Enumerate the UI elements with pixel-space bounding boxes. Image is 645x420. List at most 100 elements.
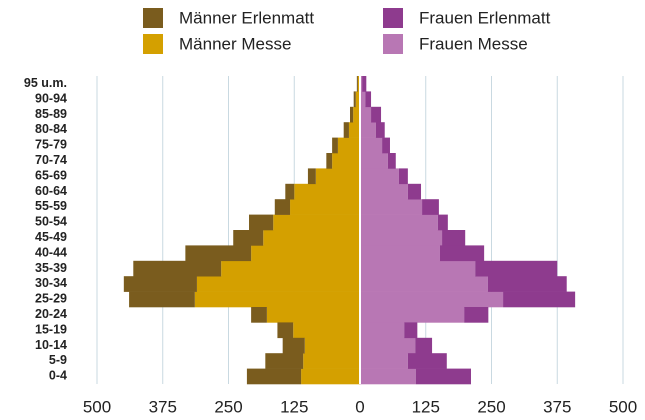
y-tick-label: 0-4 xyxy=(49,369,67,383)
bar xyxy=(404,322,418,339)
bar xyxy=(362,76,367,92)
y-tick-label: 75-79 xyxy=(35,138,67,152)
bar xyxy=(251,245,360,262)
x-tick-label: 250 xyxy=(477,397,505,416)
bar xyxy=(265,353,304,369)
y-tick-label: 15-19 xyxy=(35,322,67,336)
bar xyxy=(360,291,504,308)
bar xyxy=(282,337,305,354)
bar xyxy=(360,368,416,385)
bar xyxy=(422,199,439,215)
y-tick-label: 50-54 xyxy=(35,215,67,229)
bar xyxy=(290,199,360,215)
bar xyxy=(398,168,408,185)
bar xyxy=(415,368,471,385)
bar xyxy=(303,353,360,369)
y-tick-label: 35-39 xyxy=(35,261,67,275)
bar xyxy=(360,76,363,92)
x-tick-label: 0 xyxy=(355,397,364,416)
y-tick-label: 65-69 xyxy=(35,168,67,182)
bar xyxy=(360,183,408,200)
bar xyxy=(263,230,360,246)
y-tick-label: 10-14 xyxy=(35,338,67,352)
bar xyxy=(221,260,360,277)
y-tick-label: 80-84 xyxy=(35,122,67,136)
bar xyxy=(332,153,360,169)
y-tick-label: 40-44 xyxy=(35,245,67,259)
x-tick-label: 375 xyxy=(149,397,177,416)
x-tick-label: 125 xyxy=(280,397,308,416)
bar xyxy=(360,137,383,154)
bar xyxy=(285,183,295,200)
bar xyxy=(442,230,466,246)
bar xyxy=(123,276,197,292)
x-tick-label: 125 xyxy=(412,397,440,416)
bar xyxy=(360,91,366,108)
legend-label: Frauen Messe xyxy=(419,34,528,53)
x-tick-label: 375 xyxy=(543,397,571,416)
bar xyxy=(356,76,358,92)
bar xyxy=(332,137,338,154)
bar xyxy=(337,137,360,154)
x-tick-label: 500 xyxy=(609,397,637,416)
bar xyxy=(360,106,372,123)
bar xyxy=(371,106,382,123)
bar xyxy=(307,168,316,185)
bar xyxy=(464,307,489,323)
bar xyxy=(360,168,399,185)
bar xyxy=(251,307,267,323)
bar xyxy=(185,245,252,262)
y-tick-label: 90-94 xyxy=(35,91,67,105)
bar xyxy=(360,353,408,369)
bar xyxy=(348,122,360,138)
bar xyxy=(350,106,354,123)
legend-swatch xyxy=(383,34,403,54)
bar xyxy=(293,322,360,339)
bar xyxy=(315,168,360,185)
y-tick-label: 85-89 xyxy=(35,107,67,121)
bar xyxy=(355,91,360,108)
bar xyxy=(360,230,443,246)
bar xyxy=(360,260,476,277)
legend-swatch xyxy=(143,8,163,28)
bar xyxy=(294,183,360,200)
bar xyxy=(273,214,360,231)
bar xyxy=(353,91,356,108)
y-tick-label: 25-29 xyxy=(35,292,67,306)
bar xyxy=(375,122,385,138)
bar xyxy=(246,368,302,385)
legend-label: Männer Erlenmatt xyxy=(179,8,314,27)
legend-swatch xyxy=(143,34,163,54)
bar xyxy=(129,291,195,308)
y-tick-label: 5-9 xyxy=(49,353,67,367)
bar xyxy=(326,153,333,169)
bar xyxy=(233,230,264,246)
bar xyxy=(357,76,360,92)
bar xyxy=(437,214,448,231)
y-tick-label: 70-74 xyxy=(35,153,67,167)
bar xyxy=(360,214,438,231)
bar xyxy=(304,337,360,354)
x-tick-label: 250 xyxy=(214,397,242,416)
bar xyxy=(360,337,416,354)
y-tick-label: 95 u.m. xyxy=(24,76,67,90)
bar xyxy=(301,368,360,385)
bar xyxy=(360,199,423,215)
bar xyxy=(360,322,405,339)
bar xyxy=(365,91,372,108)
bar xyxy=(353,106,360,123)
bar xyxy=(360,153,388,169)
bar xyxy=(475,260,558,277)
bar xyxy=(274,199,291,215)
y-tick-label: 60-64 xyxy=(35,184,67,198)
bar xyxy=(503,291,576,308)
bar xyxy=(196,276,360,292)
bar xyxy=(387,153,396,169)
bar xyxy=(249,214,274,231)
legend-label: Frauen Erlenmatt xyxy=(419,8,551,27)
bar xyxy=(194,291,360,308)
y-tick-label: 20-24 xyxy=(35,307,67,321)
bar xyxy=(266,307,360,323)
bar xyxy=(407,353,447,369)
